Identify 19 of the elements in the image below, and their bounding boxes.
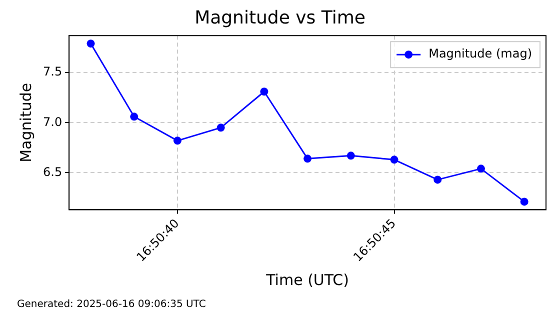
point <box>476 164 485 173</box>
text: Generated: 2025-06-16 09:06:35 UTC <box>17 299 206 310</box>
point <box>520 198 528 206</box>
point <box>130 112 138 121</box>
legend-label: Magnitude (mag) <box>428 46 532 61</box>
y-tick-label: 7.5 <box>42 64 62 79</box>
point <box>260 88 268 96</box>
y-axis-title: Magnitude <box>16 82 35 162</box>
y-tick-label: 6.5 <box>42 164 62 179</box>
point <box>390 156 398 164</box>
x-axis-title: Time (UTC) <box>265 270 350 289</box>
point <box>434 176 442 184</box>
point <box>86 40 95 48</box>
point <box>304 154 312 163</box>
y-tick-label: 7.0 <box>42 114 62 129</box>
point <box>173 136 182 145</box>
point <box>216 124 225 132</box>
chart-title: Magnitude vs Time <box>194 7 366 28</box>
point <box>346 152 355 160</box>
